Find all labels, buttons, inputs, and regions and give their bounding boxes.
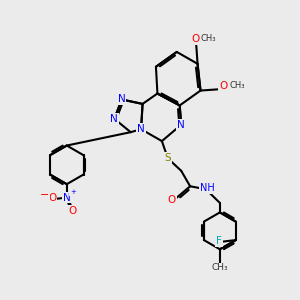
Text: F: F xyxy=(216,236,222,246)
Text: O: O xyxy=(191,34,200,44)
Text: N: N xyxy=(137,124,145,134)
Text: +: + xyxy=(70,189,76,195)
Text: O: O xyxy=(219,80,227,91)
Text: NH: NH xyxy=(200,183,214,193)
Text: CH₃: CH₃ xyxy=(201,34,216,43)
Text: CH₃: CH₃ xyxy=(212,263,228,272)
Text: N: N xyxy=(118,94,126,104)
Text: −: − xyxy=(40,190,50,200)
Text: O: O xyxy=(68,206,76,216)
Text: O: O xyxy=(168,195,176,205)
Text: S: S xyxy=(164,153,171,163)
Text: CH₃: CH₃ xyxy=(230,81,245,90)
Text: N: N xyxy=(110,114,118,124)
Text: N: N xyxy=(177,120,185,130)
Text: N: N xyxy=(63,193,71,202)
Text: O: O xyxy=(48,194,56,203)
